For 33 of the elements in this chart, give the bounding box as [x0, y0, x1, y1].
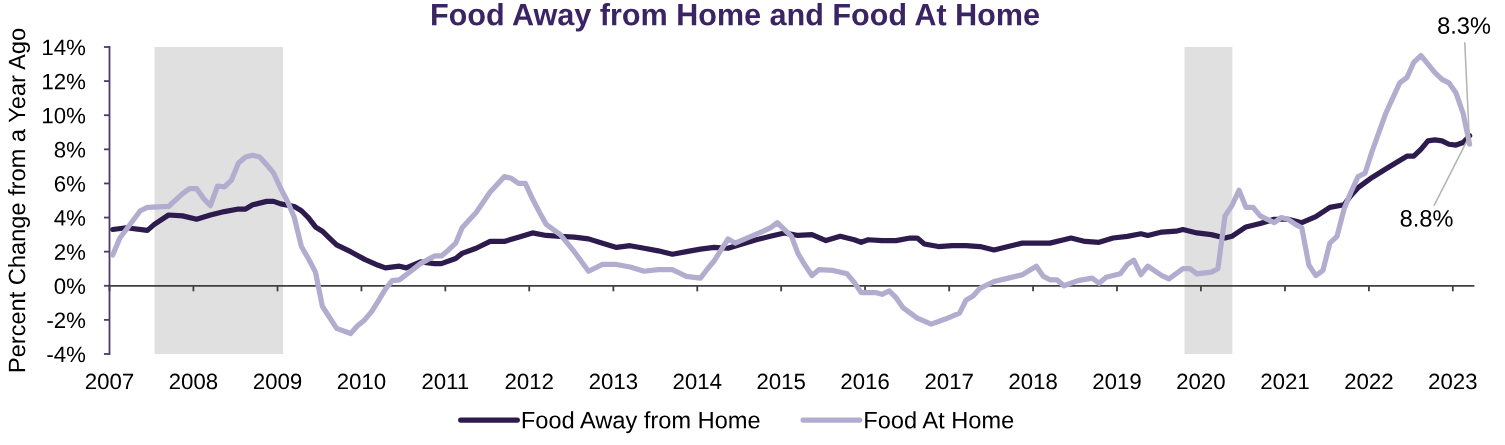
y-tick-label: 6%: [54, 175, 86, 192]
y-tick-label: 0%: [54, 278, 86, 295]
legend-label: Food At Home: [865, 411, 1014, 429]
x-tick-label: 2018: [1009, 373, 1057, 390]
y-tick-label: 12%: [43, 73, 86, 90]
x-tick-label: 2022: [1345, 373, 1393, 390]
chart-title: Food Away from Home and Food At Home: [432, 3, 1039, 32]
x-tick-label: 2011: [422, 373, 469, 390]
x-tick-label: 2015: [757, 373, 805, 390]
y-axis-title: Percent Change from a Year Ago: [7, 28, 30, 372]
y-tick-label: 2%: [54, 244, 86, 260]
y-tick-label: -4%: [47, 346, 86, 363]
x-tick-label: 2010: [337, 373, 386, 390]
y-tick-label: 10%: [43, 107, 86, 124]
x-tick-label: 2013: [589, 373, 638, 390]
x-tick-label: 2019: [1093, 373, 1141, 390]
y-tick-label: 8%: [54, 141, 86, 158]
legend-label: Food Away from Home: [522, 411, 760, 434]
x-tick-label: 2017: [925, 373, 973, 390]
x-tick-label: 2021: [1261, 373, 1309, 390]
y-tick-label: 14%: [43, 39, 86, 56]
y-tick-label: 4%: [54, 210, 86, 226]
x-tick-label: 2012: [505, 373, 553, 390]
x-tick-label: 2014: [673, 373, 722, 390]
annotation: 8.8%: [1400, 210, 1453, 227]
x-tick-label: 2023: [1429, 373, 1477, 390]
x-tick-label: 2016: [841, 373, 889, 390]
annotation: 8.3%: [1438, 17, 1491, 34]
x-tick-label: 2009: [253, 373, 302, 390]
x-tick-label: 2020: [1177, 373, 1225, 390]
x-tick-label: 2008: [169, 373, 218, 390]
x-tick-label: 2007: [85, 373, 134, 390]
y-tick-label: -2%: [47, 312, 86, 329]
